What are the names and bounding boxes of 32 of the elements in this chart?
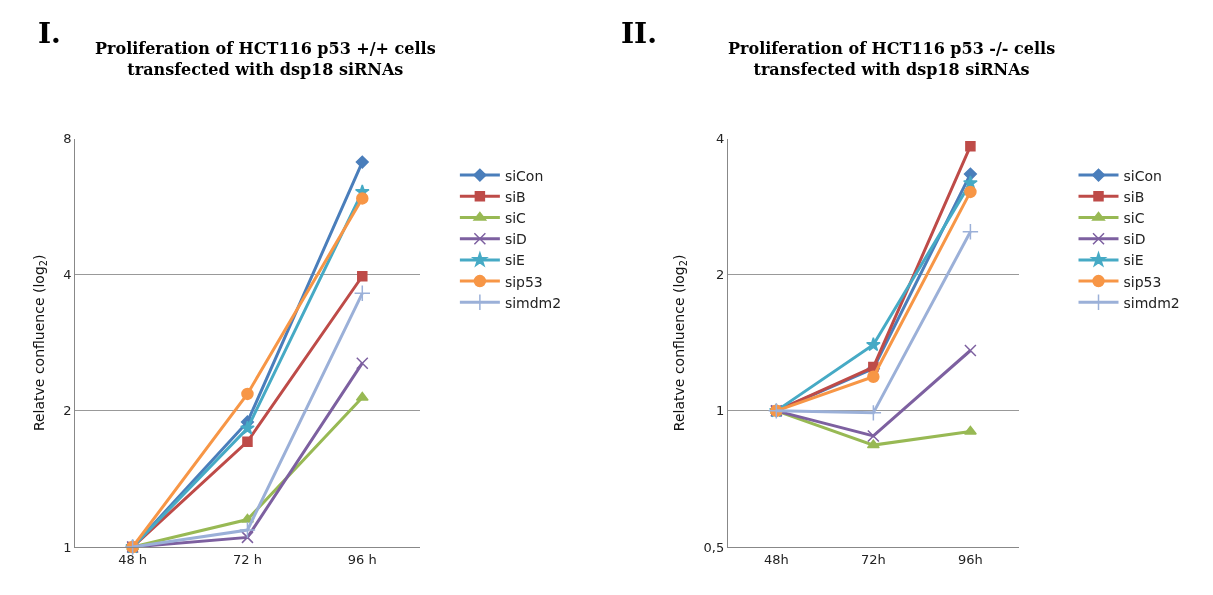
chart-title: Proliferation of HCT116 p53 +/+ cells transfected with dsp18 siRNAs bbox=[95, 39, 436, 79]
legend-label: siE bbox=[504, 252, 525, 269]
y-tick-label: 2 bbox=[63, 403, 72, 419]
legend-label: siE bbox=[1123, 252, 1144, 269]
text: II. bbox=[621, 17, 657, 50]
x-tick-label: 96h bbox=[958, 551, 983, 567]
y-tick-label: 8 bbox=[63, 131, 72, 147]
legend-label: siC bbox=[504, 209, 527, 226]
legend-label: siB bbox=[504, 188, 526, 205]
y-tick-label: 2 bbox=[715, 267, 725, 283]
x-tick-label: 72h bbox=[860, 551, 886, 567]
legend-label: siC bbox=[1123, 209, 1145, 226]
x-tick-label: 96 h bbox=[347, 551, 377, 567]
chart-title: Proliferation of HCT116 p53 -/- cells transfected with dsp18 siRNAs bbox=[728, 39, 1056, 79]
y-tick-label: 1 bbox=[715, 403, 725, 419]
x-tick-label: 48 h bbox=[118, 551, 148, 567]
legend-label: siD bbox=[1123, 231, 1146, 248]
legend-label: simdm2 bbox=[504, 294, 562, 311]
legend-label: siB bbox=[1123, 188, 1145, 205]
y-tick-label: 4 bbox=[63, 267, 72, 283]
y-tick-label: 0,5 bbox=[703, 539, 725, 555]
legend-label: sip53 bbox=[504, 273, 543, 290]
legend-label: simdm2 bbox=[1123, 294, 1180, 311]
y-tick-label: 1 bbox=[63, 539, 72, 555]
legend-label: siCon bbox=[1123, 167, 1162, 184]
legend-label: sip53 bbox=[1123, 273, 1162, 290]
x-tick-label: 72 h bbox=[233, 551, 262, 567]
x-tick-label: 48h bbox=[763, 551, 789, 567]
text: I. bbox=[38, 17, 61, 50]
legend-label: siD bbox=[504, 231, 527, 248]
y-tick-label: 4 bbox=[715, 131, 725, 147]
legend-label: siCon bbox=[504, 167, 544, 184]
